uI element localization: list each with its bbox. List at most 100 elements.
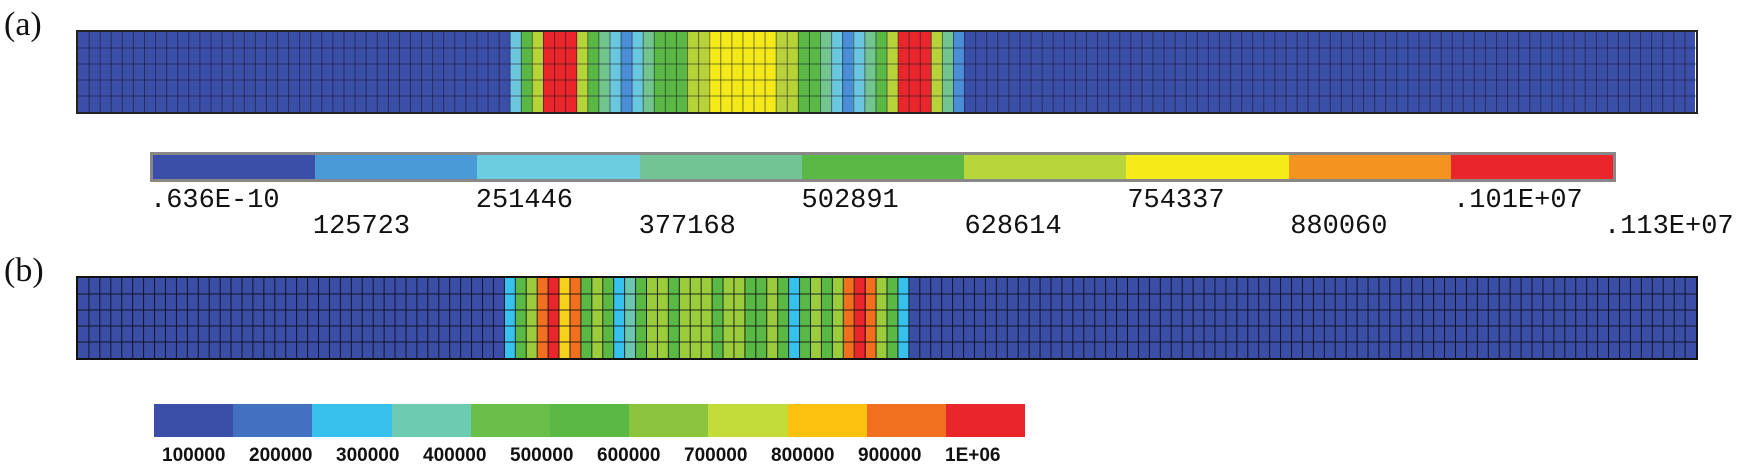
legend-swatch — [639, 155, 802, 179]
legend-tick-label: 628614 — [964, 212, 1062, 242]
beam-element-column — [277, 32, 289, 112]
beam-element-column — [1543, 278, 1555, 358]
beam-element-column — [1318, 32, 1330, 112]
beam-element-column — [1263, 32, 1275, 112]
beam-element-column — [266, 32, 278, 112]
beam-element-column — [554, 32, 566, 112]
legend-swatch — [1450, 155, 1613, 179]
beam-element-column — [745, 278, 757, 358]
beam-element-column — [198, 278, 210, 358]
beam-element-column — [498, 32, 511, 112]
beam-element-column — [154, 278, 166, 358]
beam-element-column — [1237, 278, 1249, 358]
beam-element-column — [1407, 32, 1419, 112]
beam-element-column — [613, 278, 625, 358]
beam-element-column — [199, 32, 211, 112]
beam-element-column — [809, 32, 821, 112]
beam-element-column — [1052, 32, 1064, 112]
beam-element-column — [377, 32, 389, 112]
beam-element-column — [909, 278, 921, 358]
beam-element-column — [1007, 278, 1019, 358]
beam-element-column — [668, 278, 680, 358]
beam-element-column — [1207, 32, 1220, 112]
legend-tick-label: 700000 — [684, 445, 748, 466]
beam-element-column — [734, 278, 746, 358]
legend-swatch — [1126, 155, 1289, 179]
panel-b-beam-contour — [76, 276, 1698, 360]
beam-element-column — [515, 278, 527, 358]
beam-element-column — [1499, 278, 1511, 358]
legend-swatch — [801, 155, 965, 179]
beam-element-column — [537, 278, 549, 358]
legend-swatch — [154, 404, 234, 437]
beam-element-column — [920, 278, 932, 358]
beam-element-column — [1488, 278, 1500, 358]
beam-element-column — [1357, 278, 1369, 358]
beam-element-column — [778, 278, 789, 358]
beam-element-column — [1685, 278, 1696, 358]
beam-element-column — [1296, 32, 1308, 112]
beam-element-column — [775, 32, 787, 112]
beam-element-column — [1152, 32, 1164, 112]
beam-element-column — [1412, 278, 1424, 358]
beam-element-column — [1653, 278, 1664, 358]
beam-element-column — [244, 32, 256, 112]
beam-element-column — [1008, 32, 1020, 112]
beam-element-column — [687, 32, 699, 112]
beam-element-column — [864, 32, 876, 112]
beam-element-column — [832, 278, 844, 358]
beam-element-column — [487, 32, 499, 112]
beam-element-column — [865, 278, 877, 358]
beam-element-column — [1584, 32, 1596, 112]
beam-element-column — [1040, 278, 1052, 358]
beam-element-column — [1285, 32, 1297, 112]
beam-element-column — [373, 278, 385, 358]
beam-element-column — [471, 278, 483, 358]
beam-element-column — [810, 278, 822, 358]
beam-element-column — [1335, 278, 1347, 358]
beam-element-column — [854, 278, 866, 358]
beam-element-column — [176, 278, 188, 358]
beam-element-column — [1562, 32, 1574, 112]
beam-element-column — [997, 32, 1009, 112]
beam-element-column — [1119, 32, 1131, 112]
beam-element-column — [1018, 278, 1030, 358]
beam-element-column — [576, 32, 588, 112]
beam-element-column — [931, 278, 943, 358]
beam-element-column — [449, 278, 461, 358]
beam-element-column — [399, 32, 411, 112]
legend-swatch — [549, 404, 630, 437]
panel-a-label: (a) — [4, 6, 42, 43]
beam-element-column — [144, 32, 156, 112]
beam-element-column — [931, 32, 943, 112]
beam-element-column — [1518, 32, 1530, 112]
beam-element-column — [756, 278, 768, 358]
legend-swatch — [233, 404, 313, 437]
beam-element-column — [886, 32, 898, 112]
beam-element-column — [1163, 32, 1175, 112]
beam-element-column — [723, 278, 735, 358]
beam-element-column — [1631, 278, 1643, 358]
beam-element-column — [340, 278, 352, 358]
beam-element-column — [465, 32, 477, 112]
beam-element-column — [299, 32, 311, 112]
beam-element-column — [1385, 32, 1397, 112]
beam-element-column — [731, 32, 743, 112]
beam-element-column — [1324, 278, 1336, 358]
beam-element-column — [1396, 32, 1408, 112]
beam-element-column — [1063, 32, 1076, 112]
beam-element-column — [1160, 278, 1172, 358]
beam-element-column — [428, 278, 439, 358]
legend-tick-label: 200000 — [249, 445, 313, 466]
beam-element-column — [1617, 32, 1629, 112]
beam-element-column — [1473, 32, 1485, 112]
beam-element-column — [1434, 278, 1446, 358]
beam-element-column — [565, 32, 577, 112]
beam-element-column — [1281, 278, 1293, 358]
beam-element-column — [1226, 278, 1238, 358]
beam-element-column — [1019, 32, 1031, 112]
beam-element-column — [1130, 32, 1142, 112]
beam-element-column — [1307, 32, 1319, 112]
legend-swatch — [945, 404, 1026, 437]
beam-element-column — [1340, 32, 1352, 112]
